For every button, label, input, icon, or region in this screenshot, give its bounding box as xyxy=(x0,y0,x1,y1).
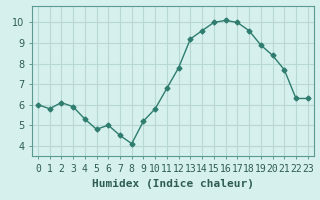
X-axis label: Humidex (Indice chaleur): Humidex (Indice chaleur) xyxy=(92,179,254,189)
